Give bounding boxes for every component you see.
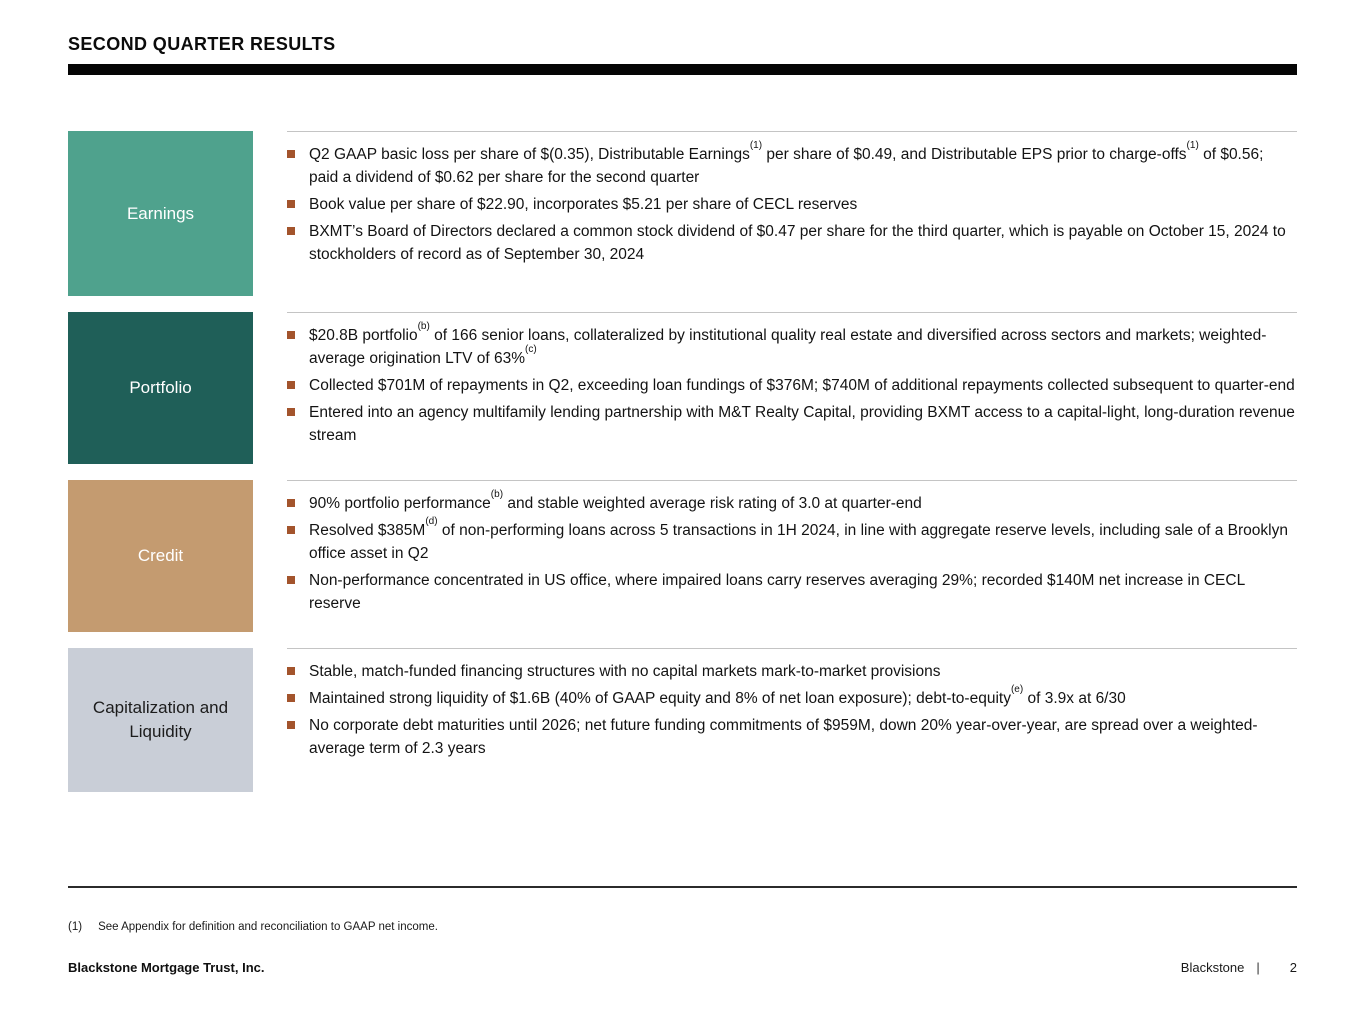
sections: Earnings Q2 GAAP basic loss per share of … xyxy=(68,131,1297,792)
bullet-square-icon xyxy=(287,331,295,339)
bullet-item: Entered into an agency multifamily lendi… xyxy=(287,401,1297,447)
section-label-box: Credit xyxy=(68,480,253,632)
bullet-text: No corporate debt maturities until 2026;… xyxy=(309,717,1258,757)
bullet-square-icon xyxy=(287,667,295,675)
bullet-item: Book value per share of $22.90, incorpor… xyxy=(287,193,1297,216)
footnote: (1) See Appendix for definition and reco… xyxy=(68,921,438,933)
section-row-portfolio: Portfolio $20.8B portfolio(b) of 166 seni… xyxy=(68,312,1297,464)
bullet-text: Maintained strong liquidity of $1.6B (40… xyxy=(309,683,1126,707)
bullet-item: No corporate debt maturities until 2026;… xyxy=(287,714,1297,760)
page-title: SECOND QUARTER RESULTS xyxy=(68,34,336,54)
section-row-credit: Credit 90% portfolio performance(b) and s… xyxy=(68,480,1297,632)
footer-divider xyxy=(68,886,1297,888)
bullet-text: Entered into an agency multifamily lendi… xyxy=(309,404,1295,444)
section-row-capitalization-and-liquidity: Capitalization and Liquidity Stable, matc… xyxy=(68,648,1297,792)
title-underline-bar xyxy=(68,64,1297,75)
bullet-item: Maintained strong liquidity of $1.6B (40… xyxy=(287,683,1297,710)
footer-right: Blackstone | 2 xyxy=(1181,960,1297,975)
bullet-square-icon xyxy=(287,694,295,702)
bullet-item: 90% portfolio performance(b) and stable … xyxy=(287,488,1297,515)
section-row-earnings: Earnings Q2 GAAP basic loss per share of … xyxy=(68,131,1297,296)
bullet-item: Collected $701M of repayments in Q2, exc… xyxy=(287,374,1297,397)
page-number: 2 xyxy=(1289,960,1297,975)
bullet-square-icon xyxy=(287,227,295,235)
brand-name: Blackstone xyxy=(1180,960,1245,975)
bullet-square-icon xyxy=(287,408,295,416)
company-name: Blackstone Mortgage Trust, Inc. xyxy=(68,960,265,975)
section-label-box: Earnings xyxy=(68,131,253,296)
bullet-text: Stable, match-funded financing structure… xyxy=(309,663,941,680)
bullet-item: $20.8B portfolio(b) of 166 senior loans,… xyxy=(287,320,1297,370)
section-content: 90% portfolio performance(b) and stable … xyxy=(287,480,1297,632)
footnote-text: See Appendix for definition and reconcil… xyxy=(98,921,438,933)
bullet-item: Q2 GAAP basic loss per share of $(0.35),… xyxy=(287,139,1297,189)
section-label-box: Capitalization and Liquidity xyxy=(68,648,253,792)
section-label-box: Portfolio xyxy=(68,312,253,464)
bullet-text: $20.8B portfolio(b) of 166 senior loans,… xyxy=(309,320,1267,367)
bullet-square-icon xyxy=(287,576,295,584)
bullet-text: Book value per share of $22.90, incorpor… xyxy=(309,196,858,213)
section-content: Stable, match-funded financing structure… xyxy=(287,648,1297,792)
footer: Blackstone Mortgage Trust, Inc. Blacksto… xyxy=(68,960,1297,975)
bullet-text: 90% portfolio performance(b) and stable … xyxy=(309,488,922,512)
bullet-item: Resolved $385M(d) of non-performing loan… xyxy=(287,515,1297,565)
bullet-item: BXMT’s Board of Directors declared a com… xyxy=(287,220,1297,266)
section-content: Q2 GAAP basic loss per share of $(0.35),… xyxy=(287,131,1297,296)
bullet-text: BXMT’s Board of Directors declared a com… xyxy=(309,223,1286,263)
bullet-item: Stable, match-funded financing structure… xyxy=(287,660,1297,683)
bullet-square-icon xyxy=(287,381,295,389)
footer-separator: | xyxy=(1256,960,1260,975)
bullet-text: Non-performance concentrated in US offic… xyxy=(309,572,1245,612)
bullet-square-icon xyxy=(287,150,295,158)
footnote-marker: (1) xyxy=(68,921,83,933)
bullet-text: Q2 GAAP basic loss per share of $(0.35),… xyxy=(309,139,1264,186)
bullet-text: Resolved $385M(d) of non-performing loan… xyxy=(309,515,1288,562)
bullet-square-icon xyxy=(287,200,295,208)
bullet-square-icon xyxy=(287,526,295,534)
bullet-square-icon xyxy=(287,721,295,729)
bullet-text: Collected $701M of repayments in Q2, exc… xyxy=(309,377,1295,394)
section-content: $20.8B portfolio(b) of 166 senior loans,… xyxy=(287,312,1297,464)
bullet-square-icon xyxy=(287,499,295,507)
bullet-item: Non-performance concentrated in US offic… xyxy=(287,569,1297,615)
